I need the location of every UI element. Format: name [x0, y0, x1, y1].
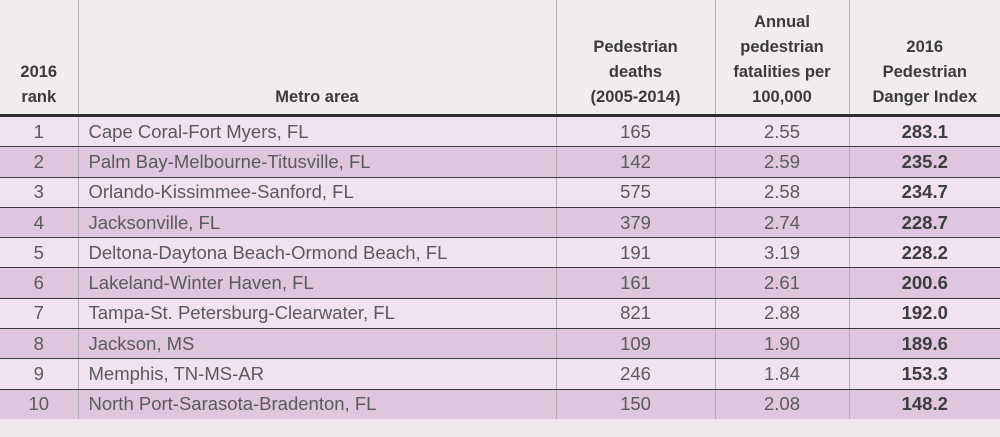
table-row: 3 Orlando-Kissimmee-Sanford, FL 575 2.58… — [0, 177, 1000, 208]
deaths-cell: 161 — [556, 267, 716, 299]
index-cell: 153.3 — [849, 358, 1000, 390]
rate-cell: 2.74 — [715, 207, 850, 239]
deaths-cell: 191 — [556, 237, 716, 269]
table-row: 6 Lakeland-Winter Haven, FL 161 2.61 200… — [0, 267, 1000, 299]
header-metro-area: Metro area — [78, 0, 557, 117]
rate-cell: 2.58 — [715, 177, 850, 208]
rank-cell: 6 — [0, 267, 79, 299]
header-pedestrian-deaths: Pedestrian deaths (2005-2014) — [556, 0, 716, 117]
rank-cell: 7 — [0, 298, 79, 330]
table-row: 2 Palm Bay-Melbourne-Titusville, FL 142 … — [0, 146, 1000, 178]
header-rank: 2016 rank — [0, 0, 79, 117]
deaths-cell: 246 — [556, 358, 716, 390]
index-cell: 228.2 — [849, 237, 1000, 269]
metro-cell: North Port-Sarasota-Bradenton, FL — [78, 389, 557, 419]
index-cell: 228.7 — [849, 207, 1000, 239]
metro-cell: Tampa-St. Petersburg-Clearwater, FL — [78, 298, 557, 330]
rate-cell: 2.08 — [715, 389, 850, 419]
metro-cell: Memphis, TN-MS-AR — [78, 358, 557, 390]
rank-cell: 1 — [0, 115, 79, 148]
rank-cell: 9 — [0, 358, 79, 390]
deaths-cell: 575 — [556, 177, 716, 208]
rank-cell: 2 — [0, 146, 79, 178]
table-row: 9 Memphis, TN-MS-AR 246 1.84 153.3 — [0, 358, 1000, 390]
table-row: 10 North Port-Sarasota-Bradenton, FL 150… — [0, 389, 1000, 419]
index-cell: 192.0 — [849, 298, 1000, 330]
deaths-cell: 109 — [556, 328, 716, 360]
table-row: 7 Tampa-St. Petersburg-Clearwater, FL 82… — [0, 298, 1000, 330]
index-cell: 189.6 — [849, 328, 1000, 360]
index-cell: 283.1 — [849, 115, 1000, 148]
table-row: 4 Jacksonville, FL 379 2.74 228.7 — [0, 207, 1000, 239]
deaths-cell: 165 — [556, 115, 716, 148]
rate-cell: 2.88 — [715, 298, 850, 330]
header-fatality-rate: Annual pedestrian fatalities per 100,000 — [715, 0, 850, 117]
index-cell: 148.2 — [849, 389, 1000, 419]
deaths-cell: 150 — [556, 389, 716, 419]
deaths-cell: 379 — [556, 207, 716, 239]
metro-cell: Orlando-Kissimmee-Sanford, FL — [78, 177, 557, 208]
rank-cell: 4 — [0, 207, 79, 239]
header-danger-index: 2016 Pedestrian Danger Index — [849, 0, 1000, 117]
rate-cell: 3.19 — [715, 237, 850, 269]
index-cell: 200.6 — [849, 267, 1000, 299]
table-row: 8 Jackson, MS 109 1.90 189.6 — [0, 328, 1000, 360]
deaths-cell: 821 — [556, 298, 716, 330]
table-row: 5 Deltona-Daytona Beach-Ormond Beach, FL… — [0, 237, 1000, 269]
metro-cell: Cape Coral-Fort Myers, FL — [78, 115, 557, 148]
metro-cell: Jacksonville, FL — [78, 207, 557, 239]
metro-cell: Lakeland-Winter Haven, FL — [78, 267, 557, 299]
header-row: 2016 rank Metro area Pedestrian deaths (… — [0, 0, 1000, 117]
rate-cell: 1.90 — [715, 328, 850, 360]
rate-cell: 2.59 — [715, 146, 850, 178]
rate-cell: 2.55 — [715, 115, 850, 148]
rate-cell: 1.84 — [715, 358, 850, 390]
metro-cell: Palm Bay-Melbourne-Titusville, FL — [78, 146, 557, 178]
index-cell: 234.7 — [849, 177, 1000, 208]
rank-cell: 8 — [0, 328, 79, 360]
pedestrian-danger-table: 2016 rank Metro area Pedestrian deaths (… — [0, 0, 1000, 419]
metro-cell: Jackson, MS — [78, 328, 557, 360]
rank-cell: 3 — [0, 177, 79, 208]
rate-cell: 2.61 — [715, 267, 850, 299]
index-cell: 235.2 — [849, 146, 1000, 178]
metro-cell: Deltona-Daytona Beach-Ormond Beach, FL — [78, 237, 557, 269]
rank-cell: 10 — [0, 389, 79, 419]
table-row: 1 Cape Coral-Fort Myers, FL 165 2.55 283… — [0, 115, 1000, 148]
deaths-cell: 142 — [556, 146, 716, 178]
rank-cell: 5 — [0, 237, 79, 269]
